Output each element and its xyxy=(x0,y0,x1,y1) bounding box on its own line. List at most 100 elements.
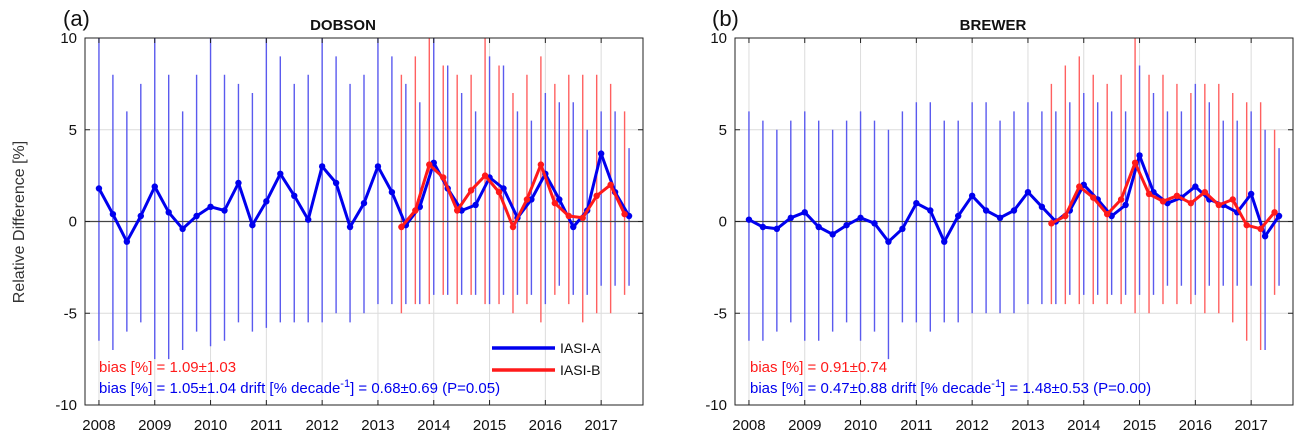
data-point xyxy=(996,214,1004,222)
data-point xyxy=(570,223,577,231)
data-point xyxy=(1062,212,1069,220)
data-point xyxy=(426,161,433,168)
data-point xyxy=(621,210,628,218)
data-point xyxy=(1145,190,1153,198)
x-tick-label: 2009 xyxy=(788,417,821,434)
data-point xyxy=(137,212,144,220)
data-point xyxy=(481,172,489,179)
data-point xyxy=(360,199,368,207)
x-tick-label: 2009 xyxy=(138,417,171,434)
data-point xyxy=(968,192,976,200)
legend-iasi-a-label: IASI-A xyxy=(560,340,601,356)
data-point xyxy=(193,212,200,220)
x-tick-label: 2008 xyxy=(82,417,115,434)
data-point xyxy=(1024,188,1032,196)
data-point xyxy=(123,238,131,245)
dobson-bias-b: bias [%] = 1.09±1.03 xyxy=(99,359,236,376)
data-point xyxy=(263,198,270,205)
x-tick-label: 2011 xyxy=(900,417,932,434)
y-tick-label: -5 xyxy=(64,305,77,322)
data-point xyxy=(815,223,822,231)
data-point xyxy=(556,196,563,203)
data-point xyxy=(528,196,535,203)
data-point xyxy=(277,170,284,177)
data-point xyxy=(495,188,503,196)
x-tick-label: 2011 xyxy=(250,417,282,434)
data-point xyxy=(374,163,382,170)
data-point xyxy=(607,181,614,188)
panel-b-label: (b) xyxy=(712,6,739,31)
data-point xyxy=(1136,152,1143,159)
data-point xyxy=(509,223,517,231)
y-tick-label: 0 xyxy=(69,214,77,231)
legend-iasi-b-label: IASI-B xyxy=(560,362,600,378)
data-point xyxy=(305,216,312,223)
data-point xyxy=(523,196,531,203)
data-point xyxy=(1173,192,1181,200)
brewer-plot: 2008 2009 2010 2011 2012 2013 2014 2015 2016 2017… xyxy=(705,30,1294,434)
data-point xyxy=(346,223,354,231)
data-point xyxy=(291,192,298,200)
data-point xyxy=(1215,201,1222,209)
data-point xyxy=(467,187,475,194)
data-point xyxy=(1257,225,1264,233)
data-point xyxy=(1103,210,1111,218)
y-tick-label: 10 xyxy=(60,30,77,47)
data-point xyxy=(1275,212,1283,220)
data-point xyxy=(1159,198,1167,205)
y-tick-label: 5 xyxy=(719,122,727,139)
x-tick-label: 2017 xyxy=(584,417,617,434)
data-point xyxy=(871,220,878,227)
x-tick-label: 2010 xyxy=(194,417,227,434)
data-point xyxy=(982,207,990,214)
data-point xyxy=(759,223,767,231)
data-point xyxy=(565,212,572,220)
plot-data-layer xyxy=(85,38,643,360)
data-point xyxy=(745,216,753,223)
data-point xyxy=(179,225,186,233)
y-axis-label-group: Relative Difference [%] xyxy=(11,141,28,303)
data-point xyxy=(1271,209,1278,216)
data-point xyxy=(1076,183,1083,190)
data-point xyxy=(899,225,906,233)
x-tick-label: 2015 xyxy=(1123,417,1156,434)
data-point xyxy=(332,179,340,187)
data-point xyxy=(453,207,461,214)
data-point xyxy=(1192,183,1199,190)
x-tick-label: 2016 xyxy=(529,417,562,434)
data-point xyxy=(885,238,892,245)
x-tick-label: 2012 xyxy=(955,417,988,434)
data-point xyxy=(109,210,117,218)
data-point xyxy=(1010,207,1018,214)
data-point xyxy=(165,209,172,216)
x-tick-label: 2013 xyxy=(1011,417,1044,434)
data-point xyxy=(440,174,447,181)
brewer-bias-b: bias [%] = 0.91±0.74 xyxy=(750,359,887,376)
y-tick-label: -10 xyxy=(705,397,727,414)
x-tick-label: 2015 xyxy=(473,417,506,434)
brewer-title: BREWER xyxy=(960,17,1027,34)
y-tick-label: 0 xyxy=(719,214,727,231)
data-point xyxy=(235,179,242,187)
data-point xyxy=(95,185,103,192)
data-point xyxy=(1201,188,1209,196)
data-point xyxy=(857,214,864,222)
data-point xyxy=(388,188,396,196)
x-tick-label: 2016 xyxy=(1179,417,1212,434)
data-point xyxy=(913,199,920,207)
data-point xyxy=(1122,201,1129,209)
data-point xyxy=(1131,159,1139,166)
data-point xyxy=(597,150,605,157)
data-point xyxy=(318,163,326,170)
dobson-plot: 2008 2009 2010 2011 2012 2013 2014 2015 2016 2017… xyxy=(55,30,644,434)
data-point xyxy=(398,223,405,231)
brewer-panel: (b) BREWER 2008 2009 2010 2011 2012 2013 2014 2… xyxy=(705,6,1294,434)
data-point xyxy=(773,225,781,233)
y-tick-label: 10 xyxy=(710,30,727,47)
y-tick-label: -10 xyxy=(55,397,77,414)
data-point xyxy=(579,214,586,222)
data-point xyxy=(1048,220,1055,227)
data-point xyxy=(537,161,545,168)
data-point xyxy=(221,207,228,214)
y-tick-label: -5 xyxy=(714,305,727,322)
